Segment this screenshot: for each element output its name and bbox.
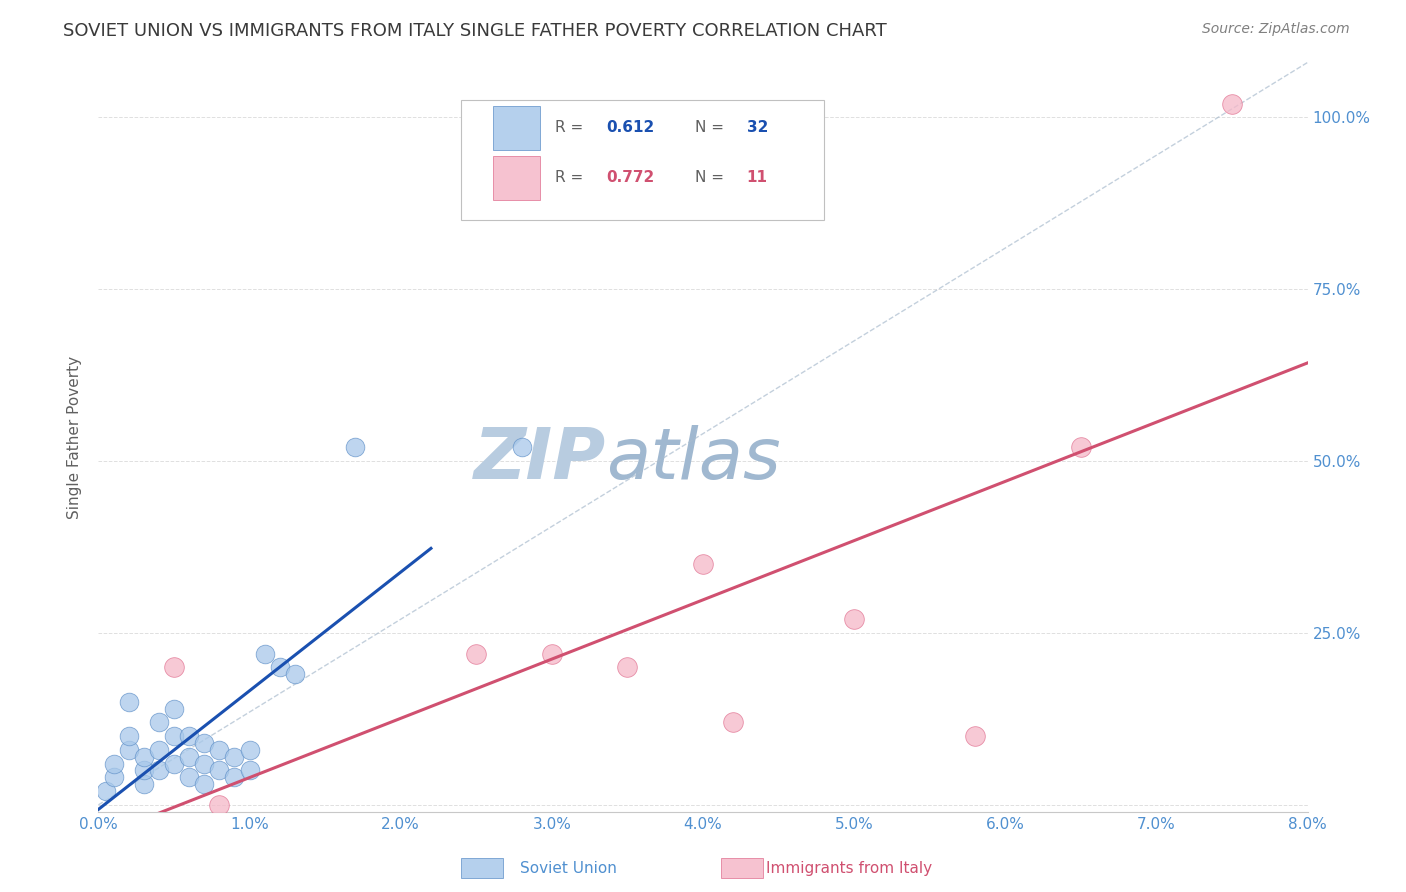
Point	[103, 756, 125, 771]
Point	[208, 797, 231, 812]
Point	[540, 647, 562, 661]
Point	[132, 777, 155, 791]
Text: atlas: atlas	[606, 425, 780, 494]
Text: 0.772: 0.772	[606, 170, 655, 186]
Point	[193, 777, 215, 791]
Point	[148, 715, 170, 730]
Point	[965, 729, 987, 743]
Text: 11: 11	[747, 170, 768, 186]
Point	[132, 749, 155, 764]
Point	[118, 729, 141, 743]
Point	[692, 558, 714, 572]
FancyBboxPatch shape	[492, 106, 540, 150]
Point	[465, 647, 488, 661]
Text: Immigrants from Italy: Immigrants from Italy	[766, 861, 932, 876]
Text: R =: R =	[555, 120, 589, 135]
Point	[510, 441, 533, 455]
Point	[163, 756, 186, 771]
Point	[1220, 96, 1243, 111]
FancyBboxPatch shape	[461, 100, 824, 219]
Text: Source: ZipAtlas.com: Source: ZipAtlas.com	[1202, 22, 1350, 37]
Point	[148, 764, 170, 778]
Point	[616, 660, 638, 674]
Point	[193, 756, 215, 771]
Point	[163, 701, 186, 715]
Point	[179, 770, 201, 784]
Y-axis label: Single Father Poverty: Single Father Poverty	[67, 356, 83, 518]
FancyBboxPatch shape	[492, 156, 540, 201]
Point	[193, 736, 215, 750]
Point	[208, 764, 231, 778]
Text: Soviet Union: Soviet Union	[520, 861, 617, 876]
Text: N =: N =	[695, 170, 728, 186]
Point	[179, 749, 201, 764]
Point	[1070, 441, 1092, 455]
Point	[844, 612, 866, 626]
Text: R =: R =	[555, 170, 589, 186]
Point	[253, 647, 276, 661]
Point	[239, 743, 262, 757]
Point	[118, 743, 141, 757]
Point	[239, 764, 262, 778]
Point	[132, 764, 155, 778]
Text: SOVIET UNION VS IMMIGRANTS FROM ITALY SINGLE FATHER POVERTY CORRELATION CHART: SOVIET UNION VS IMMIGRANTS FROM ITALY SI…	[63, 22, 887, 40]
Point	[269, 660, 291, 674]
Point	[208, 743, 231, 757]
Point	[148, 743, 170, 757]
Text: 32: 32	[747, 120, 768, 135]
Point	[344, 441, 367, 455]
Point	[94, 784, 117, 798]
Point	[163, 729, 186, 743]
Point	[118, 695, 141, 709]
Point	[103, 770, 125, 784]
Point	[284, 667, 307, 681]
Point	[179, 729, 201, 743]
Point	[224, 770, 246, 784]
Text: 0.612: 0.612	[606, 120, 655, 135]
Point	[723, 715, 745, 730]
Point	[224, 749, 246, 764]
Text: ZIP: ZIP	[474, 425, 606, 494]
Text: N =: N =	[695, 120, 728, 135]
Point	[163, 660, 186, 674]
